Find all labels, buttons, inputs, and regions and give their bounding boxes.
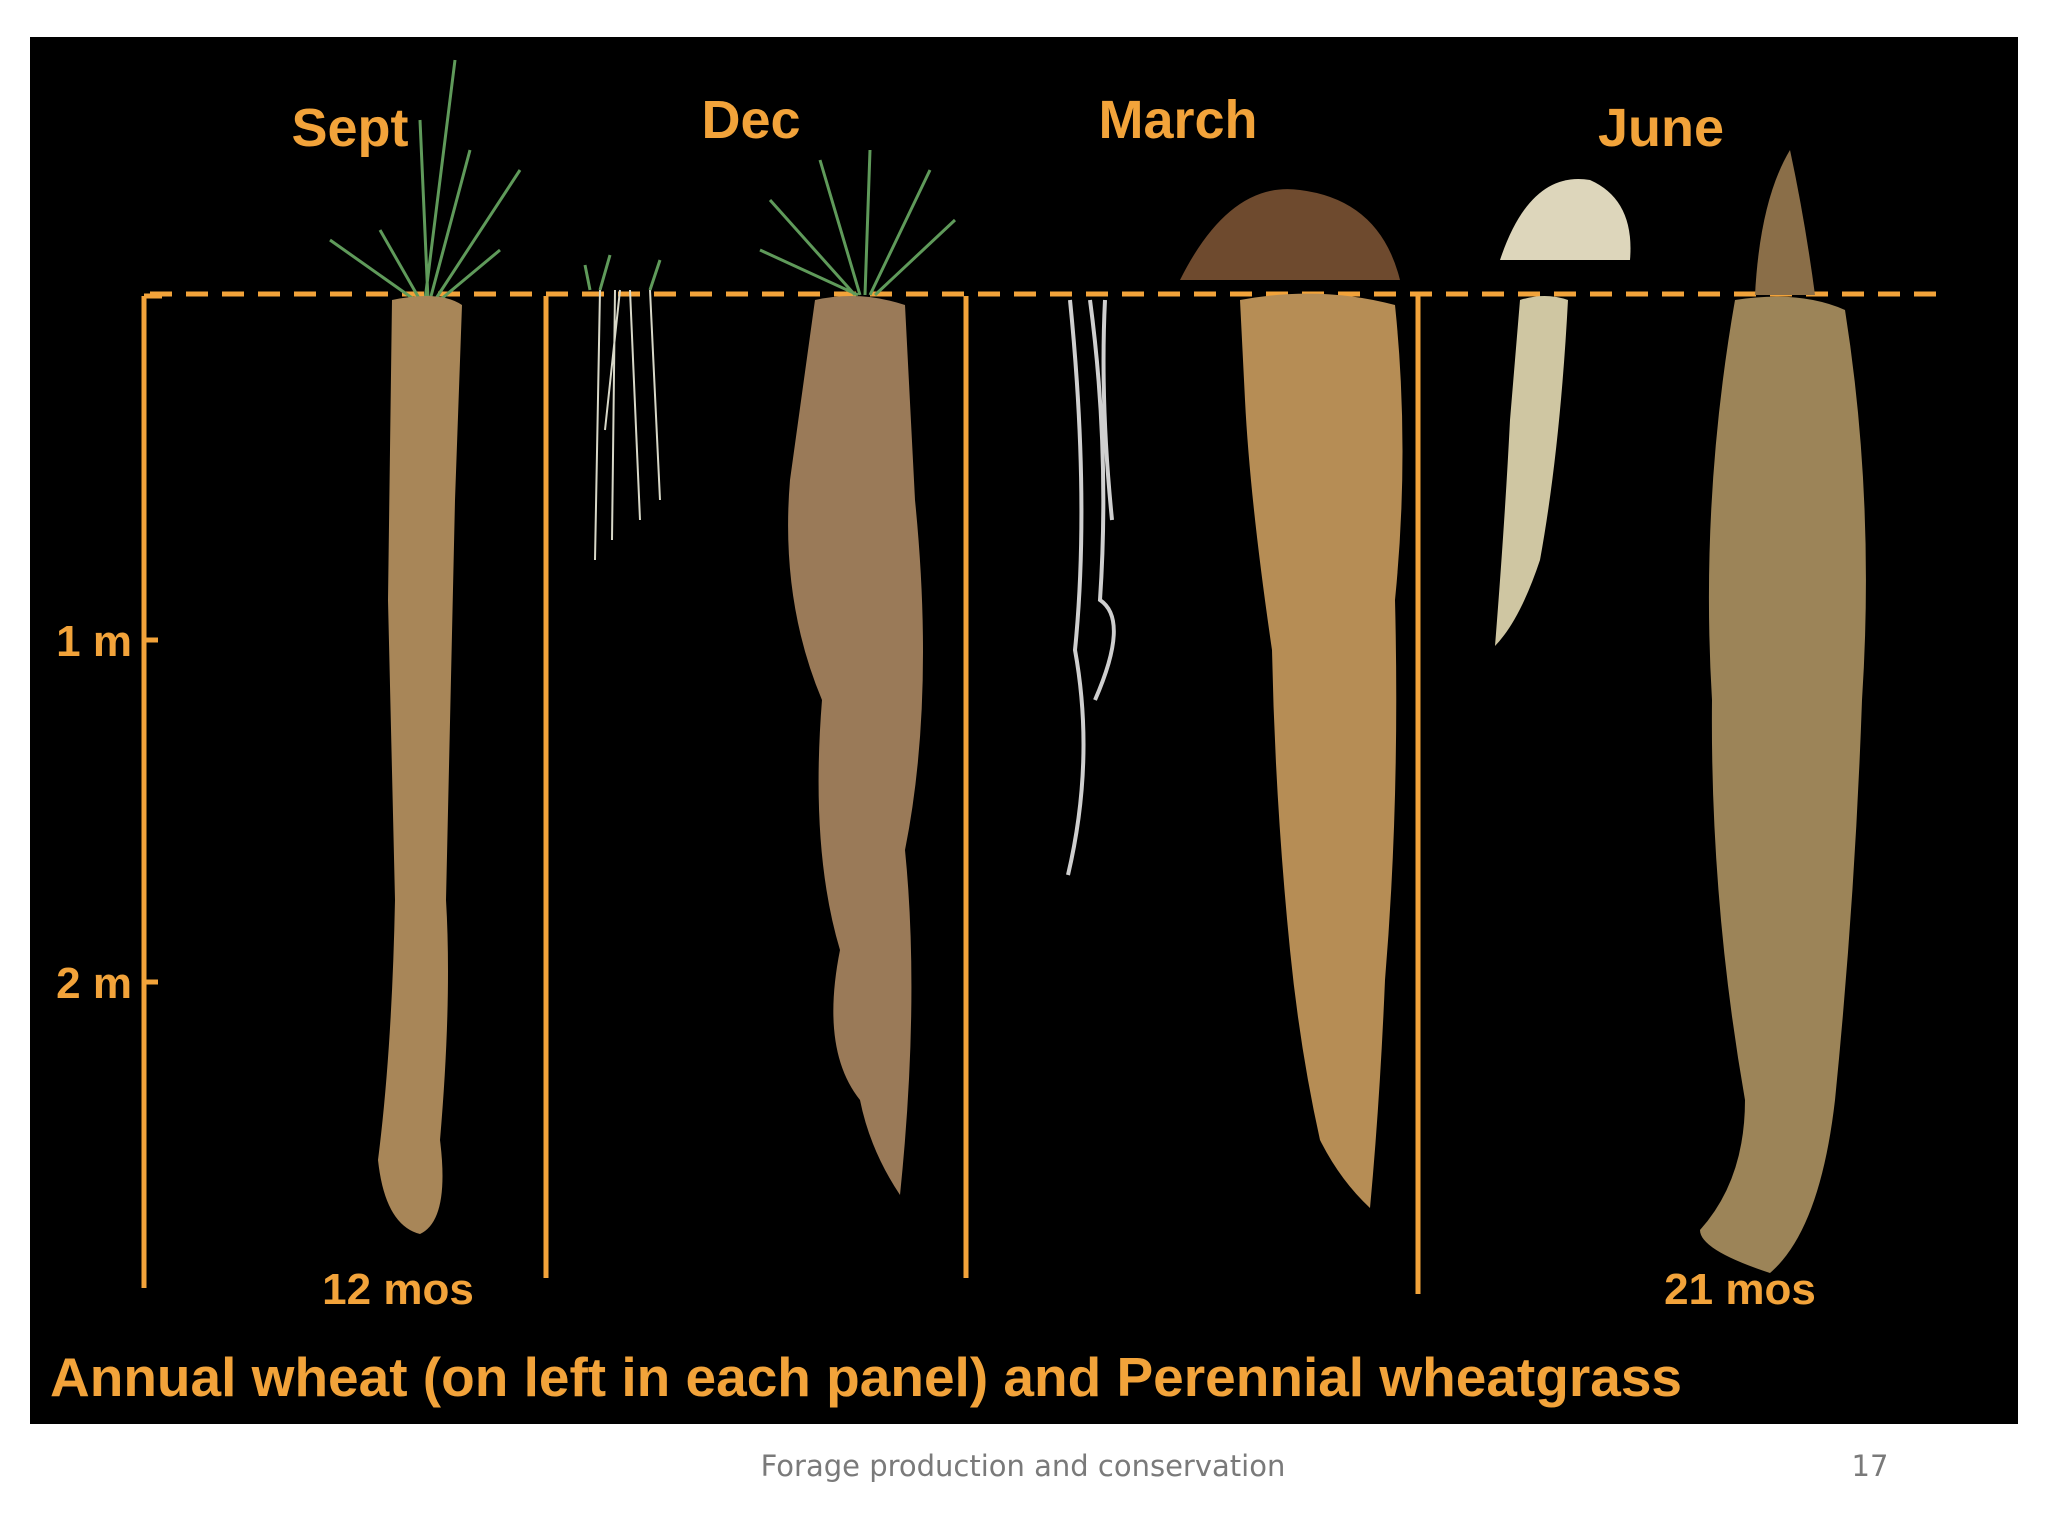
page-number: 17 xyxy=(1852,1449,1889,1483)
perennial-root xyxy=(1240,293,1403,1209)
panel-label: June xyxy=(1598,98,1724,158)
annual-root xyxy=(594,289,661,561)
june-plants xyxy=(1495,150,1866,1274)
grass-tuft xyxy=(759,149,957,297)
perennial-tuft xyxy=(1755,150,1815,295)
caption: Annual wheat (on left in each panel) and… xyxy=(50,1346,1682,1408)
annual-root xyxy=(1066,299,1116,876)
perennial-root xyxy=(788,296,923,1195)
annual-tuft xyxy=(1500,179,1631,260)
march-plants xyxy=(1066,189,1403,1209)
panel-label: Sept xyxy=(291,98,408,158)
sept-plants xyxy=(329,59,522,1234)
annual-root xyxy=(1495,296,1568,646)
duration-label: 21 mos xyxy=(1664,1265,1816,1314)
grass-tuft xyxy=(583,254,662,291)
footer: Forage production and conservation xyxy=(761,1449,1286,1483)
duration-label: 12 mos xyxy=(322,1265,474,1314)
perennial-root xyxy=(1700,296,1866,1274)
grass-tuft xyxy=(329,59,522,302)
photo-panel xyxy=(30,37,2018,1424)
panel-label: Dec xyxy=(701,90,800,150)
panel-label: March xyxy=(1098,90,1257,150)
dec-plants xyxy=(583,149,957,1195)
perennial-root xyxy=(378,296,462,1234)
perennial-tuft xyxy=(1180,189,1400,280)
depth-label: 2 m xyxy=(56,959,132,1008)
depth-label: 1 m xyxy=(56,617,132,666)
